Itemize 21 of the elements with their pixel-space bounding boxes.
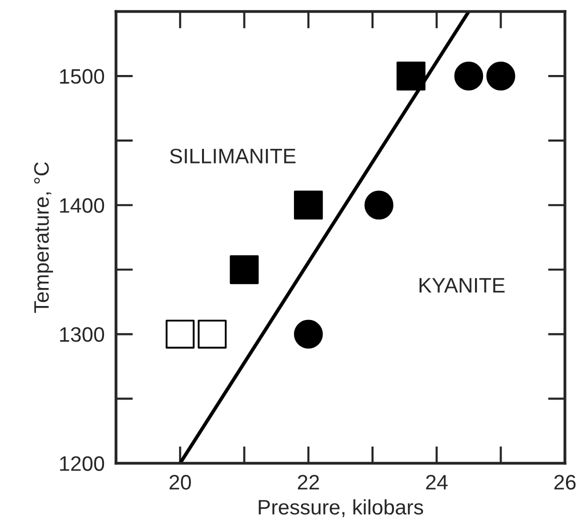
point xyxy=(364,190,394,220)
y-tick-label: 1400 xyxy=(60,198,104,213)
point xyxy=(486,62,516,90)
point xyxy=(230,255,259,284)
x-tick-label: 24 xyxy=(426,474,448,490)
point xyxy=(198,320,227,349)
y-tick-label: 1500 xyxy=(60,69,104,84)
point xyxy=(166,320,195,349)
y-tick-label: 1300 xyxy=(60,327,104,342)
x-axis-title: Pressure, kilobars xyxy=(258,499,424,518)
annotation: KYANITE xyxy=(420,278,505,292)
x-tick-label: 20 xyxy=(170,474,191,490)
annotation: SILLIMANITE xyxy=(170,148,296,164)
point xyxy=(294,190,323,220)
point xyxy=(294,320,323,349)
y-tick-label: 1200 xyxy=(60,456,104,471)
x-tick-label: 26 xyxy=(554,474,576,490)
y-axis-title: Temperature, °C xyxy=(34,162,53,313)
point xyxy=(454,62,484,90)
point xyxy=(396,62,426,90)
x-tick-label: 22 xyxy=(298,474,319,490)
